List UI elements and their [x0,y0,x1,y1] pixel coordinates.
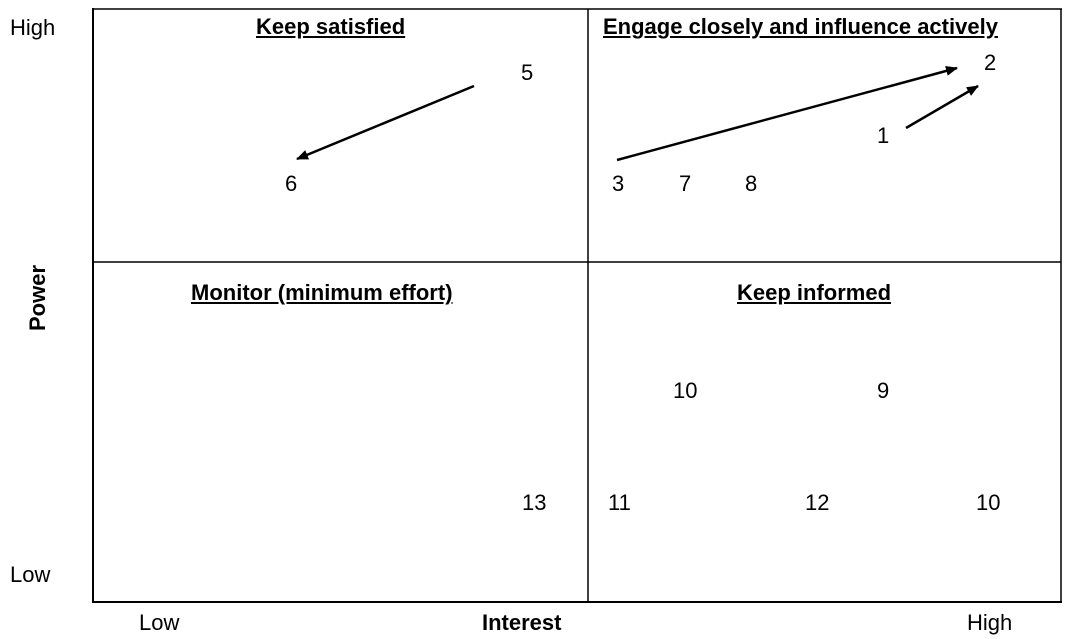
stakeholder-8: 8 [745,171,758,196]
arrow-1-to-2 [905,84,979,130]
stakeholder-9: 9 [877,378,890,403]
y-low-label: Low [10,562,51,587]
y-high-label: High [10,15,56,40]
x-axis-title: Interest [482,610,562,635]
stakeholder-10: 10 [673,378,698,403]
quadrant-title-engage-closely: Engage closely and influence actively [603,14,998,39]
arrow-3-to-2 [616,66,958,162]
quadrant-title-monitor: Monitor (minimum effort) [191,280,453,305]
x-high-label: High [967,610,1013,635]
stakeholder-12: 12 [805,490,830,515]
stakeholder-3: 3 [612,171,625,196]
stakeholder-11: 11 [608,490,631,515]
stakeholder-2: 2 [984,50,997,75]
arrow-5-to-6 [296,84,475,161]
stakeholder-5: 5 [521,60,534,85]
stakeholder-6: 6 [285,171,298,196]
quadrant-title-keep-satisfied: Keep satisfied [256,14,406,39]
quadrant-title-keep-informed: Keep informed [737,280,892,305]
stakeholder-1: 1 [877,123,890,148]
y-axis-title: Power [25,264,50,332]
stakeholder-7: 7 [679,171,692,196]
x-low-label: Low [139,610,180,635]
stakeholder-10-second: 10 [976,490,1001,515]
stakeholder-13: 13 [522,490,547,515]
